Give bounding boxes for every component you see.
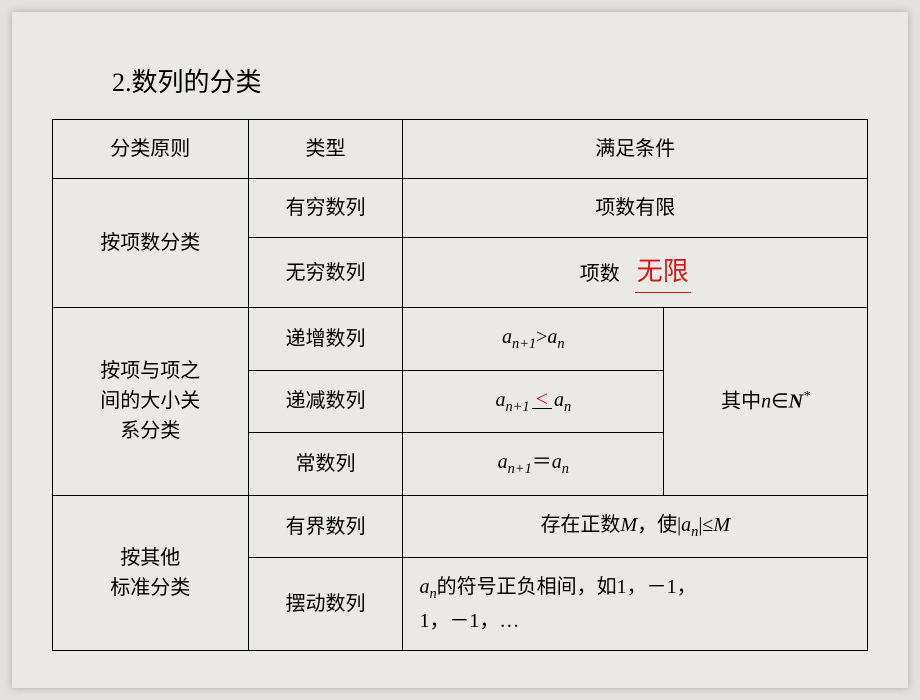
side-in: ∈	[771, 391, 788, 413]
group2-side: 其中n∈N*	[664, 308, 868, 496]
math-sub: n+1	[512, 336, 536, 352]
math-a: a	[502, 326, 512, 348]
math-a: a	[495, 389, 505, 411]
math-a: a	[681, 514, 691, 536]
table-row: 按项与项之 间的大小关 系分类 递增数列 an+1>an 其中n∈N*	[53, 308, 868, 371]
math-a: a	[498, 451, 508, 473]
group3-label: 按其他 标准分类	[53, 495, 249, 650]
header-type: 类型	[248, 120, 403, 179]
math-sub: n+1	[508, 461, 532, 477]
cell-condition: an+1>an	[403, 308, 664, 371]
cell-type: 递减数列	[248, 370, 403, 433]
math-sub: n	[429, 586, 436, 602]
math-expr: an+1＝an	[498, 451, 569, 473]
math-a: a	[547, 326, 557, 348]
label-line: 系分类	[120, 420, 180, 442]
cell-condition: 项数有限	[403, 179, 868, 238]
cond-text: 存在正数	[540, 514, 620, 536]
math-N: N	[789, 391, 803, 413]
math-n: n	[761, 391, 771, 413]
math-star: *	[803, 389, 810, 404]
math-expr: an+1<an	[495, 389, 571, 411]
section-heading: 2.数列的分类	[112, 62, 868, 99]
math-M: M	[713, 514, 730, 536]
cond-text: |≤	[698, 514, 713, 536]
group1-label: 按项数分类	[53, 179, 249, 308]
cell-type: 无穷数列	[248, 238, 403, 308]
cond-text: ，使|	[637, 514, 681, 536]
cell-condition: an+1＝an	[403, 433, 664, 496]
label-line: 按其他	[120, 547, 180, 569]
cond-text: 的符号正负相间，如1，－1，	[437, 576, 697, 598]
label-line: 间的大小关	[100, 390, 200, 412]
cond-text: 1，－1，…	[419, 610, 519, 632]
classification-table: 分类原则 类型 满足条件 按项数分类 有穷数列 项数有限 无穷数列 项数 无限 …	[52, 119, 868, 651]
cell-condition: 存在正数M，使|an|≤M	[403, 495, 868, 558]
side-prefix: 其中	[721, 391, 761, 413]
math-M: M	[620, 514, 637, 536]
math-expr: an+1>an	[502, 326, 565, 348]
table-row: 按项数分类 有穷数列 项数有限	[53, 179, 868, 238]
math-op: ＝	[532, 451, 552, 473]
cell-type: 摆动数列	[248, 558, 403, 651]
math-sub: n	[557, 336, 564, 352]
math-sub: n	[564, 399, 571, 415]
math-op: >	[536, 326, 547, 348]
group2-label: 按项与项之 间的大小关 系分类	[53, 308, 249, 496]
math-a: a	[419, 576, 429, 598]
math-sub: n+1	[505, 399, 529, 415]
label-line: 按项与项之	[100, 360, 200, 382]
math-sub: n	[562, 461, 569, 477]
table-header-row: 分类原则 类型 满足条件	[53, 120, 868, 179]
accent-op: <	[532, 389, 552, 410]
cond-prefix: 项数	[580, 263, 620, 285]
cell-condition: an的符号正负相间，如1，－1， 1，－1，…	[403, 558, 868, 651]
cell-type: 有穷数列	[248, 179, 403, 238]
table-row: 按其他 标准分类 有界数列 存在正数M，使|an|≤M	[53, 495, 868, 558]
header-condition: 满足条件	[403, 120, 868, 179]
cell-condition: an+1<an	[403, 370, 664, 433]
cell-type: 递增数列	[248, 308, 403, 371]
math-a: a	[554, 389, 564, 411]
cell-type: 有界数列	[248, 495, 403, 558]
cell-condition: 项数 无限	[403, 238, 868, 308]
slide-page: 2.数列的分类 分类原则 类型 满足条件 按项数分类 有穷数列 项数有限 无穷数…	[12, 12, 908, 688]
label-line: 标准分类	[110, 577, 190, 599]
math-a: a	[552, 451, 562, 473]
header-principle: 分类原则	[53, 120, 249, 179]
accent-text: 无限	[635, 252, 691, 293]
cell-type: 常数列	[248, 433, 403, 496]
